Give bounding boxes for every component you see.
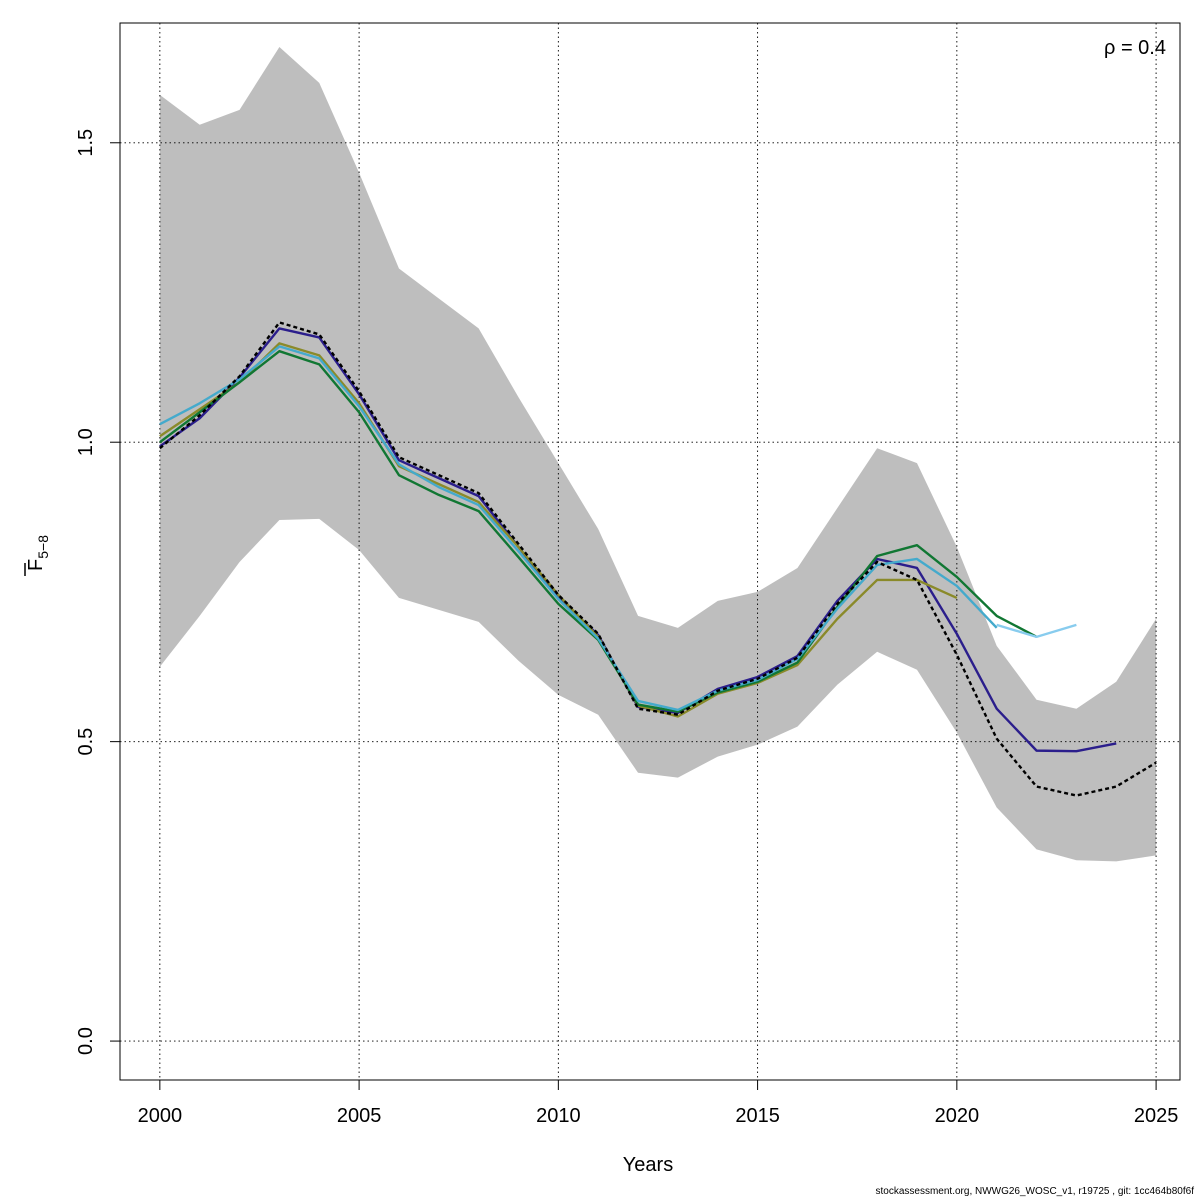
series-line-0 [159,321,1157,797]
series-layer [159,321,1157,797]
x-axis-title: Years [623,1154,673,1176]
confidence-band [159,46,1157,862]
series-line-2 [159,342,958,718]
x-tick-label: 2020 [935,1105,980,1127]
x-tick-label: 2010 [536,1105,581,1127]
y-tick-label: 1.0 [75,428,97,456]
y-axis-title-main: F [25,559,47,571]
y-axis-title: F5−8 [24,535,51,576]
rho-annotation: ρ = 0.4 [1104,37,1166,59]
series-line-5 [996,623,1077,639]
confidence-band-layer [159,46,1157,862]
series-line-4 [159,345,998,712]
x-tick-label: 2015 [735,1105,780,1127]
y-tick-label: 0.5 [75,728,97,756]
y-tick-label: 1.5 [75,129,97,157]
svg-text:F5−8: F5−8 [25,535,51,571]
y-tick-label: 0.0 [75,1027,97,1055]
y-axis-title-subscript: 5−8 [35,535,51,559]
x-tick-label: 2005 [337,1105,382,1127]
grid-layer [120,23,1180,1080]
axis-layer: 2000 2005 2010 2015 2020 2025 0.0 0.5 1.0 1.5 [75,129,1178,1127]
x-tick-label: 2000 [138,1105,183,1127]
footer-credit: stockassessment.org, NWWG26_WOSC_v1, r19… [875,1186,1194,1197]
x-tick-label: 2025 [1134,1105,1179,1127]
